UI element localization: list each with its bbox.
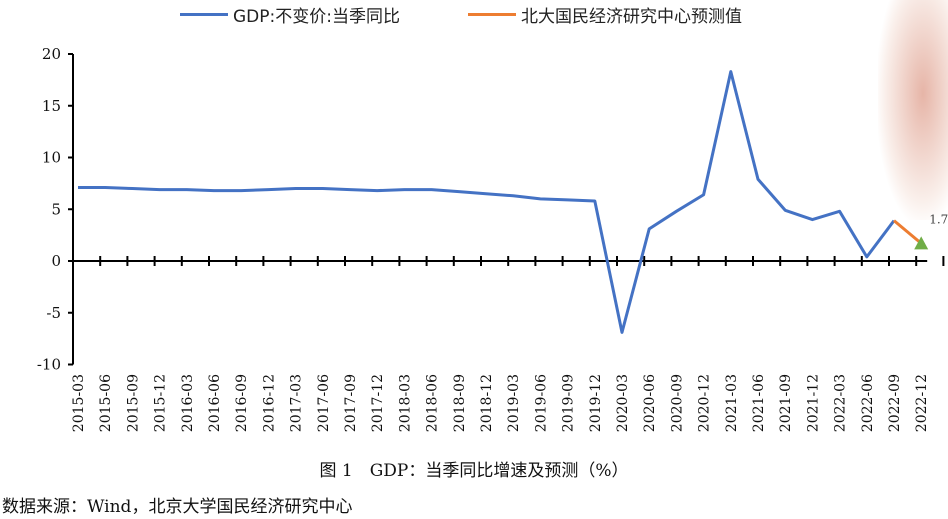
x-tick-label: 2021-12 bbox=[805, 374, 821, 432]
x-tick-label: 2015-03 bbox=[71, 374, 87, 432]
x-tick-label: 2015-12 bbox=[153, 374, 169, 432]
x-tick-label: 2022-03 bbox=[833, 374, 849, 432]
legend-swatch-orange bbox=[468, 13, 516, 16]
x-tick-label: 2018-03 bbox=[397, 374, 413, 432]
x-tick-label: 2019-06 bbox=[533, 374, 549, 432]
x-tick-label: 2018-06 bbox=[425, 374, 441, 432]
legend-label: GDP:不变价:当季同比 bbox=[233, 7, 400, 27]
x-tick-label: 2022-06 bbox=[860, 374, 876, 432]
series-line-gdp bbox=[78, 70, 896, 334]
x-tick-label: 2017-06 bbox=[316, 374, 332, 432]
x-tick-label: 2022-12 bbox=[914, 374, 930, 432]
x-tick-label: 2022-09 bbox=[887, 374, 903, 432]
x-tick-label: 2021-03 bbox=[724, 374, 740, 432]
data-label: 1.7 bbox=[929, 212, 948, 226]
line-chart: 20 15 10 5 0 -5 -10 2015-03 2015-06 2015-09 2015-1… bbox=[37, 45, 948, 432]
x-tick-label: 2015-06 bbox=[98, 374, 114, 432]
y-tick-label: 10 bbox=[42, 149, 61, 167]
x-tick-label: 2020-03 bbox=[615, 374, 631, 432]
series-line-forecast bbox=[893, 219, 923, 245]
x-tick-label: 2019-03 bbox=[506, 374, 522, 432]
y-tick-label: -5 bbox=[46, 304, 61, 322]
y-tick-label: 0 bbox=[51, 252, 61, 270]
x-tick-label: 2017-09 bbox=[343, 374, 359, 432]
legend-swatch-blue bbox=[180, 13, 228, 16]
watermark-image bbox=[878, 0, 948, 220]
x-tick-label: 2015-09 bbox=[125, 374, 141, 432]
legend-label: 北大国民经济研究中心预测值 bbox=[521, 7, 742, 27]
x-tick-label: 2017-12 bbox=[370, 374, 386, 432]
figure-caption: 图 1 GDP：当季同比增速及预测（%） bbox=[319, 461, 629, 481]
x-tick-label: 2017-03 bbox=[289, 374, 305, 432]
forecast-triangle-marker bbox=[914, 236, 929, 250]
x-tick-label: 2018-12 bbox=[479, 374, 495, 432]
x-tick-label: 2021-09 bbox=[778, 374, 794, 432]
x-tick-label: 2018-09 bbox=[452, 374, 468, 432]
y-tick-label: -10 bbox=[37, 356, 61, 374]
y-tick-label: 15 bbox=[42, 97, 61, 115]
y-tick-label: 20 bbox=[42, 45, 61, 63]
x-tick-label: 2019-09 bbox=[561, 374, 577, 432]
legend-item-forecast: 北大国民经济研究中心预测值 bbox=[468, 2, 742, 27]
x-tick-label: 2016-06 bbox=[207, 374, 223, 432]
data-source: 数据来源：Wind，北京大学国民经济研究中心 bbox=[2, 497, 353, 517]
x-tick-label: 2016-09 bbox=[234, 374, 250, 432]
x-tick-label: 2016-03 bbox=[180, 374, 196, 432]
x-tick-label: 2021-06 bbox=[751, 374, 767, 432]
x-tick-label: 2019-12 bbox=[588, 374, 604, 432]
x-tick-label: 2020-06 bbox=[642, 374, 658, 432]
y-tick-label: 5 bbox=[51, 200, 61, 218]
x-tick-label: 2020-12 bbox=[697, 374, 713, 432]
x-tick-label: 2020-09 bbox=[669, 374, 685, 432]
x-tick-label: 2016-12 bbox=[261, 374, 277, 432]
legend-item-gdp: GDP:不变价:当季同比 bbox=[180, 2, 400, 27]
